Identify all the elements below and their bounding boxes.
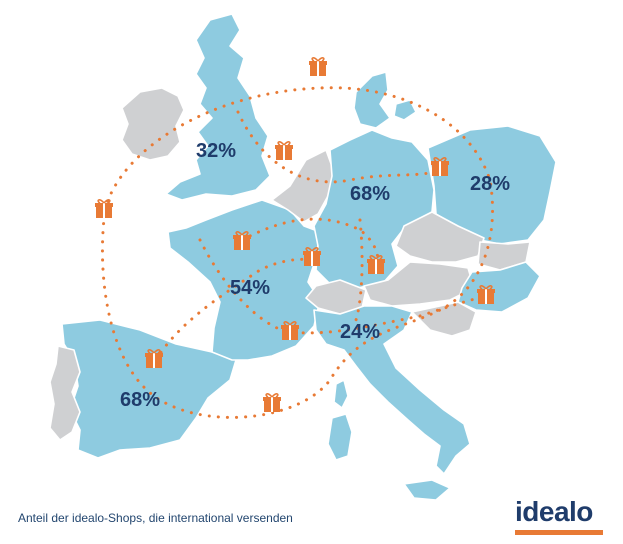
label-spain: 68% <box>120 389 160 411</box>
country-hungary <box>457 261 541 313</box>
country-uk <box>165 13 271 201</box>
country-balkans <box>411 301 477 337</box>
caption: Anteil der idealo-Shops, die internation… <box>18 511 293 525</box>
country-portugal <box>49 345 81 441</box>
gift-icon <box>263 393 281 412</box>
gift-icon <box>477 285 495 304</box>
country-denmark-islands <box>393 99 417 121</box>
idealo-logo: idealo <box>515 496 593 527</box>
gift-icon <box>145 349 163 368</box>
route-es-fr <box>154 257 314 362</box>
label-uk: 32% <box>196 140 236 162</box>
label-germany: 68% <box>350 183 390 205</box>
country-denmark <box>353 71 391 129</box>
gift-icon <box>309 57 327 76</box>
country-czech <box>395 211 485 263</box>
island-sicily <box>403 479 451 501</box>
label-italy: 24% <box>340 321 380 343</box>
label-poland: 28% <box>470 173 510 195</box>
gift-icon <box>275 141 293 160</box>
gift-icon <box>367 255 385 274</box>
logo-underline <box>515 530 603 535</box>
gift-icon <box>233 231 251 250</box>
gift-icon <box>431 157 449 176</box>
gift-icon <box>303 247 321 266</box>
country-spain <box>61 319 237 459</box>
label-france: 54% <box>230 277 270 299</box>
gift-icon <box>95 199 113 218</box>
island-corsica <box>333 379 349 409</box>
country-germany <box>313 129 435 289</box>
route-uk-de <box>236 110 442 184</box>
island-sardinia <box>327 413 353 461</box>
gift-icon <box>281 321 299 340</box>
country-ireland <box>121 87 185 161</box>
